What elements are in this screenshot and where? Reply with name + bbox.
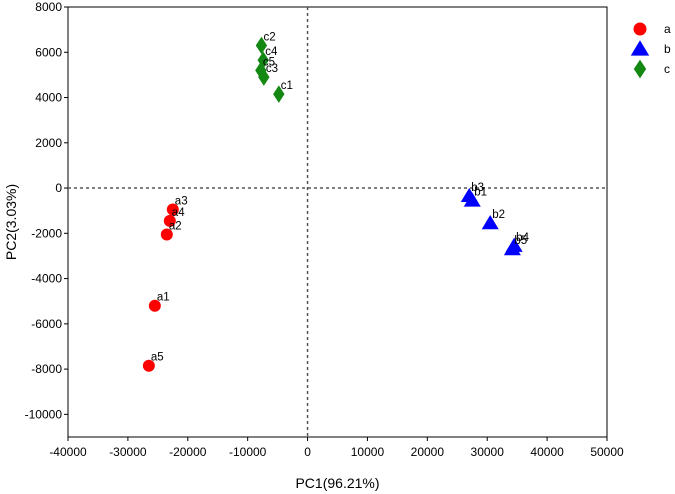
plot-frame [67,6,608,438]
x-axis: -40000 -30000 -20000 -10000 0 10000 20000 30000… [49,437,624,459]
legend-marker-b [630,40,650,56]
data-point-a5 [142,359,155,372]
data-point-a1 [148,299,161,312]
x-tick-label: -40000 [49,445,87,459]
point-label-a5: a5 [151,352,164,364]
data-point-b2 [481,215,499,230]
point-label-c4: c4 [265,46,278,58]
y-tick-label: -4000 [31,272,62,286]
data-point-c2 [255,36,268,55]
legend-label-a: a [664,22,671,36]
data-point-b5 [503,241,521,256]
x-tick-label: 50000 [590,445,624,459]
point-label-b4: b4 [516,232,529,244]
data-point-c5 [255,61,267,80]
data-point-c3 [258,68,270,86]
data-point-b3 [460,187,478,203]
x-tick-label: 10000 [351,445,385,459]
point-label-c2: c2 [263,31,275,43]
data-point-c1 [273,85,285,103]
y-tick-label: -6000 [31,317,62,331]
y-tick-label: -2000 [31,226,62,240]
x-axis-title: PC1(96.21%) [295,475,379,491]
data-point-a4 [163,214,176,227]
legend-marker-c [633,59,647,79]
point-label-b1: b1 [474,187,487,199]
x-tick-label: -10000 [229,445,267,459]
legend-label-b: b [664,42,671,56]
data-point-a2 [160,228,173,241]
y-tick-label: -10000 [25,407,63,421]
y-tick-label: 2000 [35,136,62,150]
point-label-a4: a4 [172,207,185,219]
x-tick-label: 20000 [411,445,445,459]
data-points [142,36,523,372]
x-tick-label: -20000 [169,445,207,459]
point-label-c1: c1 [281,80,293,92]
x-tick-label: 0 [304,445,311,459]
legend-label-c: c [664,62,670,76]
legend-marker-a [633,22,647,36]
legend: abc [630,22,671,79]
x-tick-label: 30000 [471,445,505,459]
y-axis-title: PC2(3.03%) [3,184,19,260]
x-tick-label: -30000 [109,445,147,459]
point-label-b5: b5 [514,235,527,247]
point-label-a1: a1 [157,292,170,304]
point-label-b2: b2 [492,209,505,221]
y-axis: -10000 -8000 -6000 -4000 -2000 0 2000 4000 6000 8… [25,0,68,421]
y-tick-label: -8000 [31,362,62,376]
point-label-a3: a3 [175,196,188,208]
y-tick-label: 4000 [35,91,62,105]
zero-reference-lines [68,7,607,437]
data-point-a3 [166,203,179,216]
x-tick-label: 40000 [530,445,564,459]
point-label-c5: c5 [263,56,275,68]
point-label-c3: c3 [266,63,278,75]
y-tick-label: 0 [55,181,62,195]
point-label-b3: b3 [471,182,484,194]
y-tick-label: 8000 [35,0,62,14]
point-label-a2: a2 [169,220,182,232]
y-tick-label: 6000 [35,45,62,59]
